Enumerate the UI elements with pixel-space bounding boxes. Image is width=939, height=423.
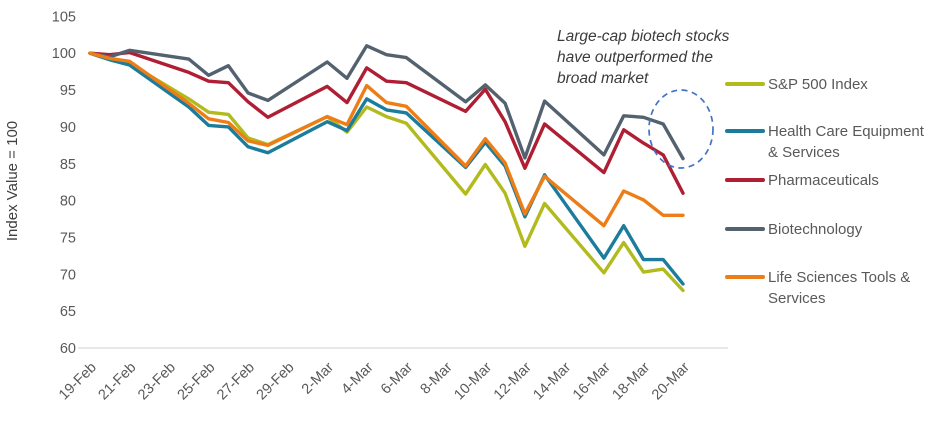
legend-label: S&P 500 Index <box>768 76 868 93</box>
y-tick-label: 100 <box>52 46 76 62</box>
legend-swatch <box>725 227 765 231</box>
y-tick-label: 85 <box>60 157 76 173</box>
y-tick-label: 70 <box>60 267 76 283</box>
x-tick-label: 8-Mar <box>418 359 456 397</box>
legend-item-pharmaceuticals: Pharmaceuticals <box>725 170 930 191</box>
legend-label: Pharmaceuticals <box>768 172 879 189</box>
x-tick-label: 2-Mar <box>299 359 337 397</box>
x-tick-label: 25-Feb <box>175 360 219 404</box>
legend-item-s-p-500-index: S&P 500 Index <box>725 74 930 95</box>
y-tick-label: 65 <box>60 304 76 320</box>
y-tick-label: 60 <box>60 341 76 357</box>
x-tick-label: 20-Mar <box>649 359 693 403</box>
y-tick-label: 75 <box>60 230 76 246</box>
legend-swatch <box>725 82 765 86</box>
x-tick-label: 12-Mar <box>491 359 535 403</box>
x-tick-label: 21-Feb <box>96 360 140 404</box>
x-tick-label: 23-Feb <box>135 360 179 404</box>
legend-swatch <box>725 275 765 279</box>
legend-label: Health Care Equipment & Services <box>768 123 924 161</box>
legend-item-life-sciences-tools-services: Life Sciences Tools & Services <box>725 267 930 309</box>
legend-item-biotechnology: Biotechnology <box>725 219 930 240</box>
x-tick-label: 4-Mar <box>338 359 376 397</box>
highlight-ellipse <box>648 89 714 169</box>
legend-item-health-care-equipment-services: Health Care Equipment & Services <box>725 121 930 163</box>
x-tick-label: 27-Feb <box>214 360 258 404</box>
series-line-pharmaceuticals <box>88 50 685 195</box>
x-tick-label: 19-Feb <box>56 360 100 404</box>
series-line-s-p-500-index <box>88 51 685 293</box>
legend-label: Biotechnology <box>768 221 863 238</box>
x-tick-label: 29-Feb <box>254 360 298 404</box>
x-tick-label: 10-Mar <box>451 359 495 403</box>
y-tick-label: 105 <box>52 9 76 25</box>
x-tick-label: 18-Mar <box>610 359 654 403</box>
legend-label: Life Sciences Tools & Services <box>768 269 911 307</box>
legend-swatch <box>725 178 765 182</box>
series-line-life-sciences-tools-services <box>88 51 685 228</box>
legend-swatch <box>725 129 765 133</box>
chart-annotation: Large-cap biotech stocks have outperform… <box>557 28 730 87</box>
y-tick-label: 80 <box>60 194 76 210</box>
y-tick-label: 95 <box>60 83 76 99</box>
y-axis-title: Index Value = 100 <box>4 121 21 241</box>
x-tick-label: 14-Mar <box>530 359 574 403</box>
x-tick-label: 16-Mar <box>570 359 614 403</box>
x-tick-label: 6-Mar <box>378 359 416 397</box>
series-line-health-care-equipment-services <box>88 51 685 286</box>
y-tick-label: 90 <box>60 120 76 136</box>
series-line-biotechnology <box>88 44 685 161</box>
